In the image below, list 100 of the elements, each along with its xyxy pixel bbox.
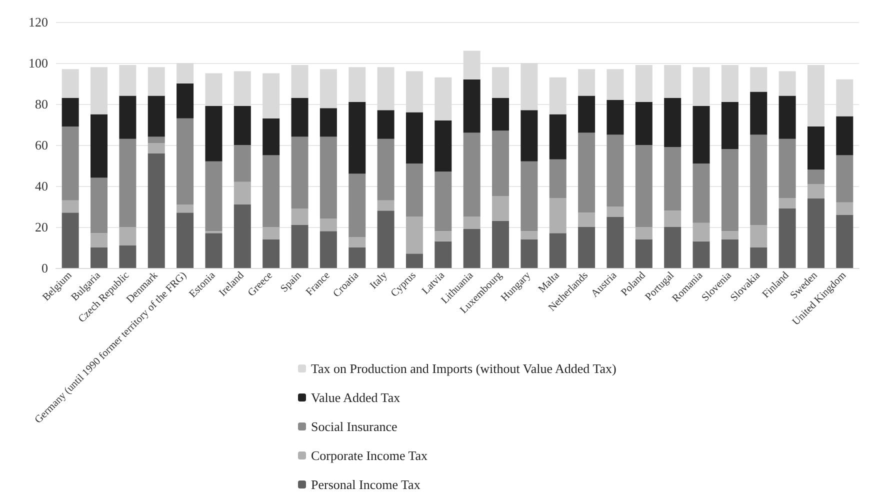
bar <box>377 67 394 110</box>
bar <box>119 138 136 227</box>
bar <box>291 136 308 209</box>
bar <box>692 222 710 242</box>
bar <box>750 92 768 135</box>
bar <box>406 216 423 254</box>
bar <box>492 220 510 268</box>
bar <box>262 227 280 240</box>
bar <box>520 231 538 240</box>
bar <box>406 163 423 217</box>
bar <box>578 227 596 268</box>
bar <box>234 71 251 106</box>
bar <box>90 178 108 234</box>
bar <box>606 69 624 100</box>
bar <box>348 174 366 238</box>
bar <box>205 106 222 162</box>
bar <box>836 214 854 268</box>
bar <box>119 65 136 96</box>
bar <box>692 241 710 268</box>
bar <box>836 155 854 202</box>
bar <box>119 227 136 246</box>
legend-label: Tax on Production and Imports (without Value Added Tax) <box>311 361 616 376</box>
bar <box>119 96 136 139</box>
x-tick-label: Italy <box>368 270 390 292</box>
y-tick-label: 80 <box>35 96 48 112</box>
bar <box>434 241 452 268</box>
bar <box>664 210 682 227</box>
bar <box>320 231 337 268</box>
legend-label: Value Added Tax <box>311 390 401 405</box>
bar <box>90 248 108 268</box>
bar <box>434 231 452 242</box>
bar <box>348 102 366 174</box>
bar <box>463 229 480 268</box>
bar <box>549 198 566 234</box>
bar <box>778 71 796 96</box>
bar <box>750 248 768 268</box>
bar <box>836 79 854 116</box>
bar <box>664 65 682 98</box>
bar <box>377 110 394 139</box>
bar <box>62 98 79 127</box>
bar <box>205 233 222 268</box>
bar <box>348 67 366 102</box>
bar <box>721 65 738 102</box>
bar <box>62 200 79 213</box>
bar <box>520 63 538 110</box>
bar <box>463 216 480 230</box>
bar <box>205 161 222 232</box>
bar <box>463 79 480 133</box>
bar <box>291 224 308 268</box>
bar <box>578 212 596 227</box>
bar <box>463 132 480 217</box>
bar <box>606 216 624 268</box>
bar <box>291 98 308 137</box>
bar <box>90 233 108 248</box>
bar <box>234 204 251 268</box>
bar <box>291 65 308 98</box>
bar <box>377 138 394 200</box>
bar <box>205 73 222 106</box>
bar <box>578 96 596 133</box>
bar <box>262 118 280 156</box>
bar <box>778 138 796 198</box>
bar <box>176 84 194 118</box>
bar <box>406 254 423 268</box>
bar <box>119 245 136 268</box>
y-tick-label: 120 <box>28 14 48 30</box>
bar <box>62 212 79 268</box>
bar <box>320 108 337 137</box>
bar <box>750 67 768 92</box>
bar <box>90 67 108 114</box>
bar <box>148 67 165 96</box>
bar <box>549 77 566 114</box>
bar <box>635 239 652 268</box>
bar <box>778 208 796 268</box>
bar <box>291 208 308 225</box>
bar <box>320 69 337 108</box>
bar <box>262 155 280 227</box>
bar <box>234 182 251 204</box>
bar <box>807 65 824 127</box>
bar <box>807 170 824 184</box>
y-tick-label: 20 <box>35 220 48 234</box>
legend-label: Corporate Income Tax <box>311 448 428 463</box>
bar <box>234 106 251 145</box>
bar <box>406 112 423 164</box>
legend-label: Social Insurance <box>311 419 398 434</box>
bar <box>148 96 165 137</box>
bar <box>807 126 824 170</box>
bar <box>549 159 566 198</box>
bar <box>406 71 423 112</box>
bar <box>635 102 652 145</box>
bar <box>692 106 710 164</box>
bar <box>176 204 194 213</box>
bar <box>635 145 652 227</box>
bar <box>692 67 710 106</box>
bar <box>463 50 480 80</box>
bar <box>520 239 538 268</box>
bar <box>606 206 624 217</box>
bar <box>664 227 682 268</box>
y-tick-label: 0 <box>42 260 48 276</box>
bar <box>778 198 796 209</box>
bar <box>721 231 738 240</box>
